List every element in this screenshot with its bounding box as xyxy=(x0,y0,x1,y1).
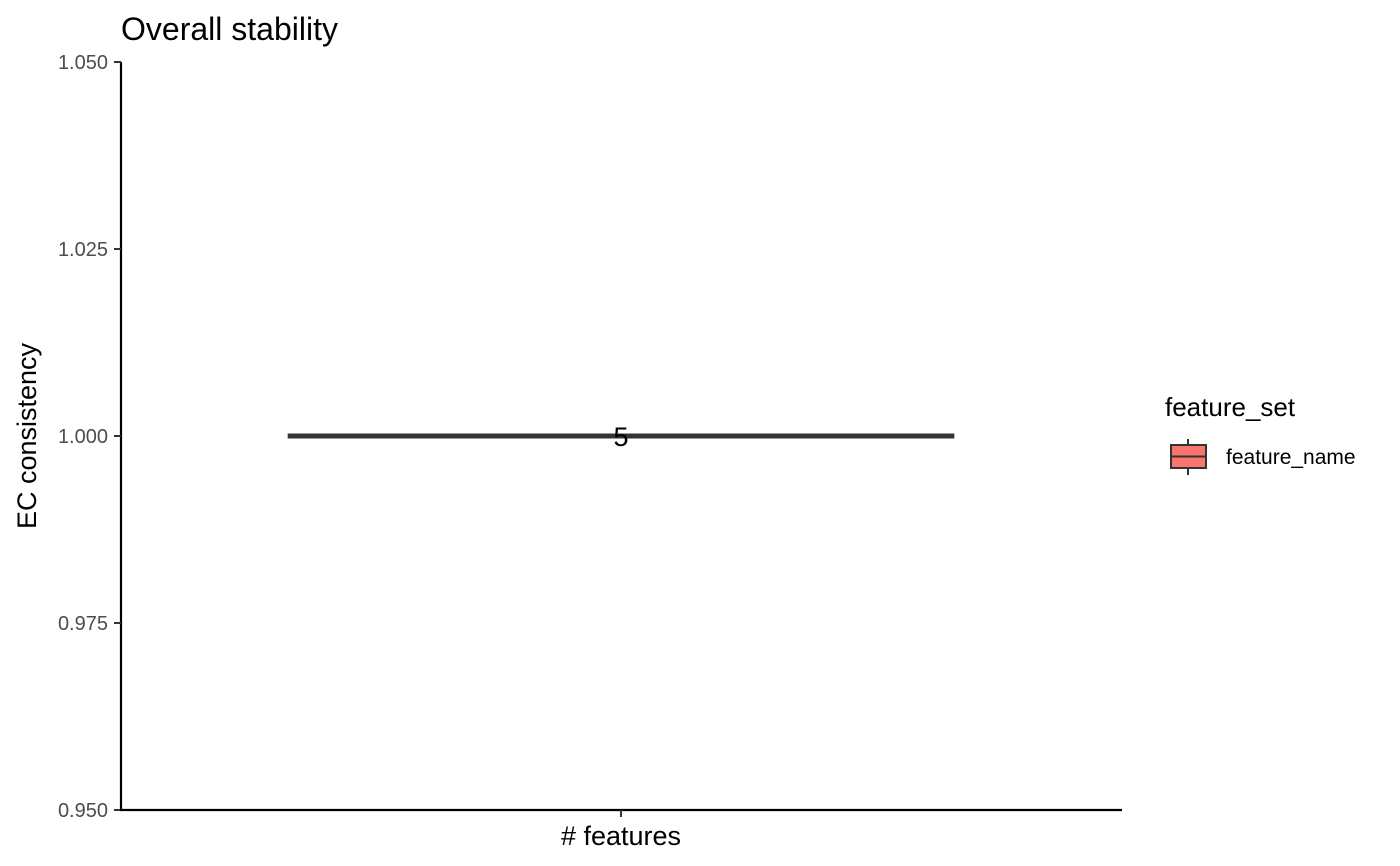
y-axis-title: EC consistency xyxy=(12,342,42,529)
box: 5 xyxy=(287,422,955,452)
legend-title: feature_set xyxy=(1165,392,1296,422)
legend-label: feature_name xyxy=(1226,446,1356,469)
x-axis: # features xyxy=(120,808,1122,851)
y-tick-label: 1.000 xyxy=(58,426,108,448)
y-tick-label: 1.025 xyxy=(58,239,108,261)
legend: feature_set feature_name xyxy=(1165,392,1356,475)
legend-items: feature_name xyxy=(1170,439,1356,475)
chart-title: Overall stability xyxy=(121,11,338,47)
y-tick-label: 1.050 xyxy=(58,52,108,74)
y-tick-label: 0.975 xyxy=(58,613,108,635)
legend-item: feature_name xyxy=(1170,439,1356,475)
y-tick-label: 0.950 xyxy=(58,800,108,822)
y-axis: 0.950 0.975 1.000 1.025 1.050 xyxy=(58,52,123,822)
boxes-layer: 5 xyxy=(287,422,955,452)
box-count-label: 5 xyxy=(613,422,628,452)
x-tick-label: # features xyxy=(561,821,681,851)
